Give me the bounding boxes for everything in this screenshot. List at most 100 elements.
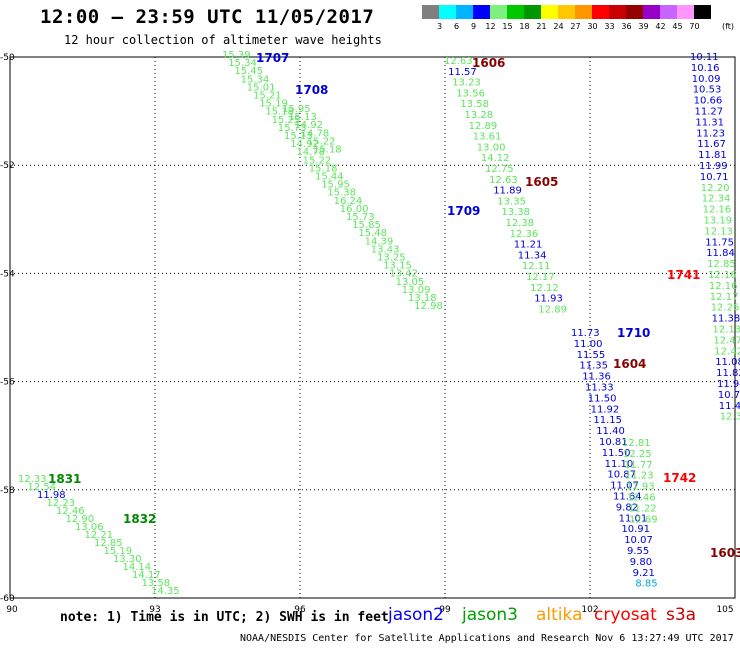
swh-value: 12.63: [444, 56, 473, 67]
swh-value: 12.47: [713, 335, 740, 346]
legend-label: 36: [621, 22, 632, 31]
swh-value: 15.95: [282, 104, 311, 115]
swh-value: 12.75: [485, 164, 514, 175]
swh-value: 15.45: [234, 66, 263, 77]
swh-value: 11.67: [697, 139, 726, 150]
legend-label: 24: [553, 22, 564, 31]
swh-value: 11.01: [619, 513, 648, 524]
page-subtitle: 12 hour collection of altimeter wave hei…: [64, 33, 382, 47]
swh-value: 10.70: [718, 390, 740, 401]
swh-value: 14.78: [296, 147, 325, 158]
swh-value: 12.89: [538, 304, 567, 315]
swh-value: 11.82: [716, 368, 740, 379]
legend-swatch: [694, 5, 711, 19]
legend-swatch: [643, 5, 660, 19]
swh-value: 11.35: [579, 361, 608, 372]
swh-value: 13.05: [396, 277, 425, 288]
legend-label: 9: [470, 22, 477, 31]
swh-value: 12.26: [711, 303, 740, 314]
swh-value: 15.13: [284, 131, 313, 142]
color-legend: 3 6 9 12 15 18 21 24 27 30 33 36 39 42 45 70 (ft): [422, 5, 740, 37]
legend-swatch: [541, 5, 558, 19]
swh-value: 15.34: [228, 58, 257, 69]
footer-credit: NOAA/NESDIS Center for Satellite Applica…: [240, 633, 734, 644]
swh-value: 14.14: [123, 562, 152, 573]
legend-label: 33: [604, 22, 615, 31]
swh-value: 15.18: [309, 163, 338, 174]
swh-value: 12.17: [526, 272, 555, 283]
swh-value: 10.91: [621, 524, 650, 535]
swh-value: 15.22: [303, 155, 332, 166]
swh-value: 13.00: [477, 142, 506, 153]
swh-value: 11.00: [574, 339, 603, 350]
swh-value: 12.85: [94, 538, 123, 549]
swh-value: 16.24: [334, 196, 363, 207]
legend-swatch: [609, 5, 626, 19]
swh-value: 12.23: [47, 498, 76, 509]
swh-value: 13.18: [408, 293, 437, 304]
swh-value: 12.20: [701, 183, 730, 194]
track-label: 1742: [663, 471, 696, 485]
swh-value: 11.84: [706, 248, 735, 259]
swh-value: 13.19: [704, 216, 733, 227]
legend-swatch: [677, 5, 694, 19]
track-label: 1606: [472, 56, 505, 70]
swh-value: 8.85: [635, 579, 657, 590]
swh-value: 12.46: [56, 506, 85, 517]
lon-tick-label: 102: [581, 605, 598, 615]
swh-value: 11.27: [695, 107, 724, 118]
legend-swatch: [439, 5, 456, 19]
swh-value: 10.66: [694, 96, 723, 107]
lat-tick-label: -56: [0, 378, 15, 388]
swh-value: 13.30: [113, 554, 142, 565]
swh-value: 10.11: [690, 52, 719, 63]
swh-value: 13.06: [75, 522, 104, 533]
swh-value: 15.18: [265, 107, 294, 118]
legend-swatch: [592, 5, 609, 19]
page-title: 12:00 — 23:59 UTC 11/05/2017: [40, 6, 375, 28]
swh-value: 12.46: [627, 493, 656, 504]
swh-value: 12.42: [714, 346, 740, 357]
satellite-cryosat: cryosat: [594, 605, 657, 625]
legend-label: 70: [689, 22, 700, 31]
legend-swatch: [422, 5, 439, 19]
swh-value: 12.85: [707, 259, 736, 270]
swh-value: 15.13: [288, 112, 317, 123]
swh-value: 14.17: [132, 570, 161, 581]
swh-value: 13.23: [452, 78, 481, 89]
swh-value: 11.50: [602, 448, 631, 459]
legend-label: 12: [485, 22, 496, 31]
swh-value: 15.19: [259, 99, 288, 110]
swh-value: 15.95: [321, 180, 350, 191]
swh-value: 13.15: [383, 261, 412, 272]
legend-label: 30: [587, 22, 598, 31]
swh-value: 15.73: [346, 212, 375, 223]
swh-value: 10.16: [691, 63, 720, 74]
legend-unit: (ft): [721, 22, 735, 31]
swh-value: 11.93: [534, 294, 563, 305]
swh-value: 13.43: [371, 244, 400, 255]
swh-value: 13.35: [497, 196, 526, 207]
track-label: 1604: [613, 357, 646, 371]
track-label: 1831: [48, 472, 81, 486]
swh-value: 12.12: [530, 283, 559, 294]
swh-value: 12.33: [18, 474, 47, 485]
swh-value: 11.34: [518, 250, 547, 261]
swh-value: 12.90: [66, 514, 95, 525]
swh-value: 11.22: [628, 503, 657, 514]
track-label: 1707: [256, 51, 289, 65]
legend-label: 42: [655, 22, 666, 31]
footer-note: note: 1) Time is in UTC; 2) SWH is in fe…: [60, 610, 389, 625]
swh-value: 13.56: [456, 88, 485, 99]
swh-value: 15.73: [278, 123, 307, 134]
swh-value: 12.36: [510, 229, 539, 240]
swh-value: 14.35: [151, 586, 180, 597]
swh-value: 12.16: [703, 205, 732, 216]
swh-value: 12.89: [469, 121, 498, 132]
legend-swatch: [575, 5, 592, 19]
swh-value: 11.57: [448, 67, 477, 78]
lon-tick-label: 90: [6, 605, 18, 615]
legend-label: 21: [536, 22, 547, 31]
swh-value: 14.78: [301, 128, 330, 139]
map-frame: [9, 56, 736, 599]
